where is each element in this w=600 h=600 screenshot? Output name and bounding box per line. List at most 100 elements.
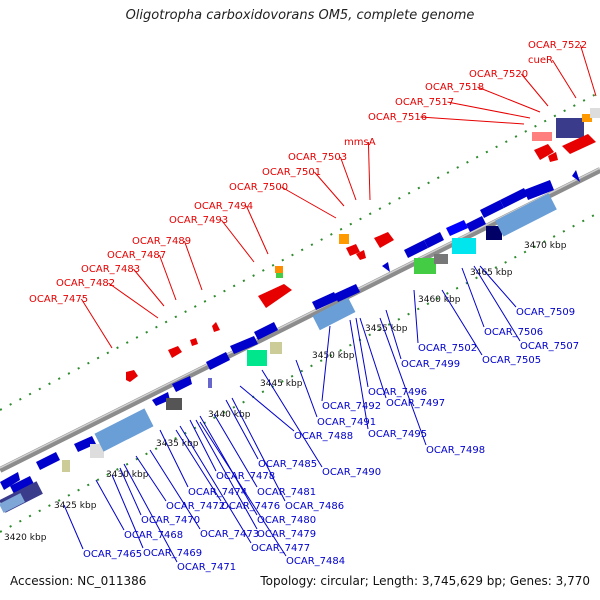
scale-label: 3435 kbp [156,439,199,449]
genome-title: Oligotropha carboxidovorans OM5, complet… [125,8,475,23]
gene-forward [168,346,182,358]
gene-reverse-green [247,350,267,366]
forward-gene-label: OCAR_7516 [368,112,427,123]
gene-forward [346,244,360,256]
gene-reverse [312,292,338,310]
gene-forward-pink [532,132,552,141]
callout-line [385,309,402,360]
callout-line [159,429,189,488]
callout-line [175,429,222,502]
callout-line [295,359,318,418]
callout-line [133,268,165,307]
reverse-gene-label: OCAR_7469 [143,548,202,559]
callout-line [461,267,485,328]
forward-gene-label: OCAR_7500 [229,182,288,193]
gene-reverse-lightblue [94,408,154,452]
reverse-callout-lines [63,265,521,563]
forward-gene-label: OCAR_7489 [132,236,191,247]
gene-reverse [480,200,504,218]
reverse-gene-label: OCAR_7488 [294,431,353,442]
reverse-gene-label: OCAR_7474 [188,487,247,498]
forward-genes [126,108,600,382]
reverse-gene-label: OCAR_7468 [124,530,183,541]
forward-gene-label: OCAR_7493 [169,215,228,226]
callout-line [63,504,84,550]
forward-gene-label: OCAR_7520 [469,69,528,80]
callout-line [349,319,369,430]
gene-reverse-lightblue [495,193,557,237]
gene-reverse [10,476,34,494]
callout-line [355,317,369,388]
forward-callout-lines [80,44,597,349]
reverse-gene-label: OCAR_7509 [516,307,575,318]
gene-reverse [572,170,580,182]
reverse-gene-label: OCAR_7505 [482,355,541,366]
gene-forward-green [276,273,283,278]
callout-line [261,369,323,468]
reverse-gene-label: OCAR_7478 [216,471,275,482]
gene-reverse-green [414,258,436,274]
forward-gene-label: OCAR_7487 [107,250,166,261]
reverse-gene-label: OCAR_7502 [418,343,477,354]
callout-line [441,289,483,356]
callout-line [111,474,144,549]
gene-forward [562,134,596,154]
scale-label: 3445 kbp [260,379,303,389]
gene-forward-navy [556,118,584,138]
scale-label: 3455 kbp [365,324,408,334]
reverse-gene-label: OCAR_7495 [368,429,427,440]
gene-reverse [74,436,96,452]
gene-forward [212,322,220,332]
callout-line [158,254,177,301]
reverse-gene-label: OCAR_7498 [426,445,485,456]
reverse-gene-label: OCAR_7486 [285,501,344,512]
reverse-gene-label: OCAR_7497 [386,398,445,409]
gene-forward [190,338,198,346]
forward-gene-label: OCAR_7501 [262,167,321,178]
callout-line [195,419,258,530]
backbone-highlight [0,167,600,469]
gene-reverse-grey [434,254,448,264]
callout-line [281,186,337,219]
gene-reverse-navy [486,226,502,240]
reverse-gene-label: OCAR_7507 [520,341,579,352]
gene-reverse-lightblue [312,297,356,331]
callout-line [379,317,427,446]
reverse-gene-label: OCAR_7479 [257,529,316,540]
callout-line [221,219,255,263]
scale-label: 3450 kbp [312,351,355,361]
callout-line [213,413,258,488]
forward-gene-label: OCAR_7517 [395,97,454,108]
scale-labels: 3420 kbp 3425 kbp 3430 kbp 3435 kbp 3440 kbp… [4,241,567,543]
gene-reverse [230,336,258,354]
scale-label: 3430 kbp [106,470,149,480]
gene-forward-grey [590,108,600,118]
callout-line [225,399,259,460]
gene-reverse [0,472,20,490]
reverse-gene-label: OCAR_7492 [322,401,381,412]
callout-line [420,116,525,125]
callout-line [477,86,541,113]
callout-line [447,101,531,119]
reverse-gene-label: OCAR_7506 [484,327,543,338]
gene-reverse-khaki [270,342,282,354]
reverse-gene-label: OCAR_7490 [322,467,381,478]
callout-line [359,317,387,399]
gene-reverse [524,180,554,200]
scale-label: 3420 kbp [4,533,47,543]
gene-reverse-small [208,378,212,388]
gene-reverse [254,322,278,340]
callout-line [551,59,577,99]
gene-forward-orange [582,114,592,122]
callout-line [108,282,159,319]
scale-label: 3440 kbp [208,410,251,420]
reverse-gene-label: OCAR_7472 [166,501,225,512]
gene-reverse [382,262,390,272]
gene-reverse [172,376,192,392]
reverse-gene-label: OCAR_7476 [221,501,280,512]
reverse-gene-label: OCAR_7473 [200,529,259,540]
gene-forward [534,144,554,160]
gene-forward-orange [339,234,349,244]
reverse-gene-label: OCAR_7470 [141,515,200,526]
